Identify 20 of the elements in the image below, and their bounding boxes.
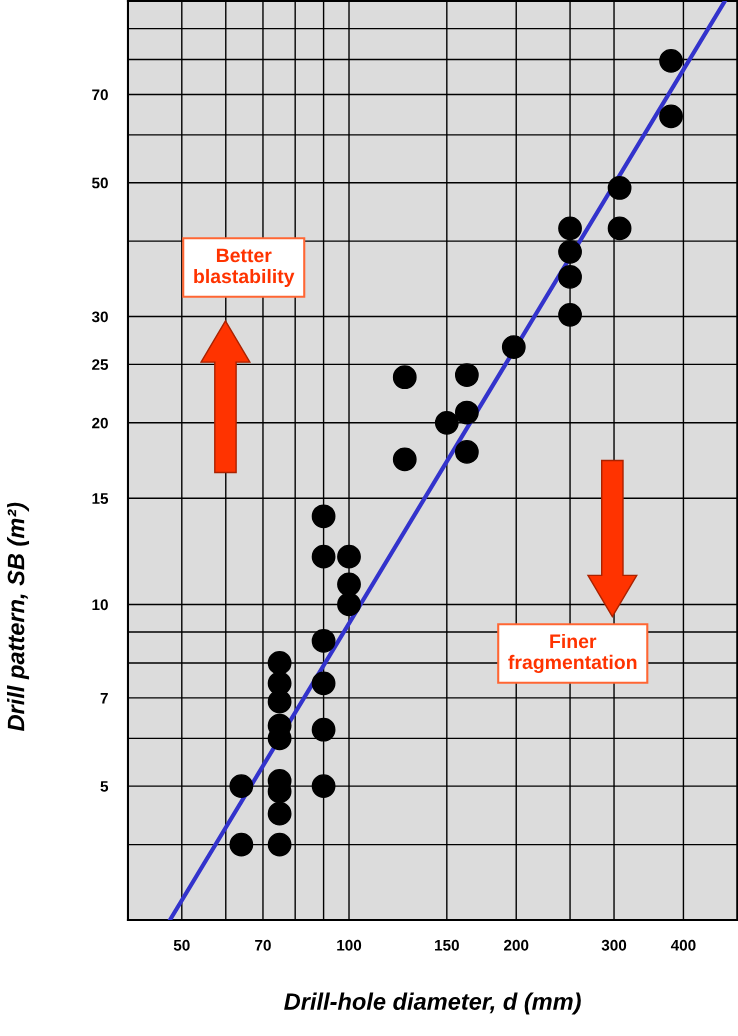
x-tick-label: 200 (504, 939, 529, 951)
annotation: Finer fragmentation (508, 633, 637, 674)
y-tick-label: 15 (92, 493, 109, 504)
x-tick-label: 50 (173, 939, 190, 951)
y-tick-label: 5 (100, 781, 109, 792)
x-tick-label: 400 (670, 939, 696, 951)
annotation: Better blastability (194, 248, 295, 288)
x-tick-label: 300 (601, 939, 627, 951)
y-tick-label: 7 (100, 692, 108, 704)
y-tick-label: 20 (92, 417, 108, 429)
y-axis-title: Drill pattern, SB (m²) (7, 502, 30, 732)
x-tick-label: 150 (435, 939, 459, 951)
x-tick-label: 70 (255, 939, 271, 951)
y-tick-label: 50 (92, 177, 108, 189)
y-tick-label: 25 (92, 359, 109, 371)
y-tick-label: 70 (92, 89, 108, 101)
y-tick-label: 10 (92, 599, 108, 611)
x-tick-label: 100 (337, 939, 362, 951)
y-tick-label: 30 (91, 311, 108, 323)
x-axis-title: Drill-hole diameter, d (mm) (284, 992, 581, 1015)
